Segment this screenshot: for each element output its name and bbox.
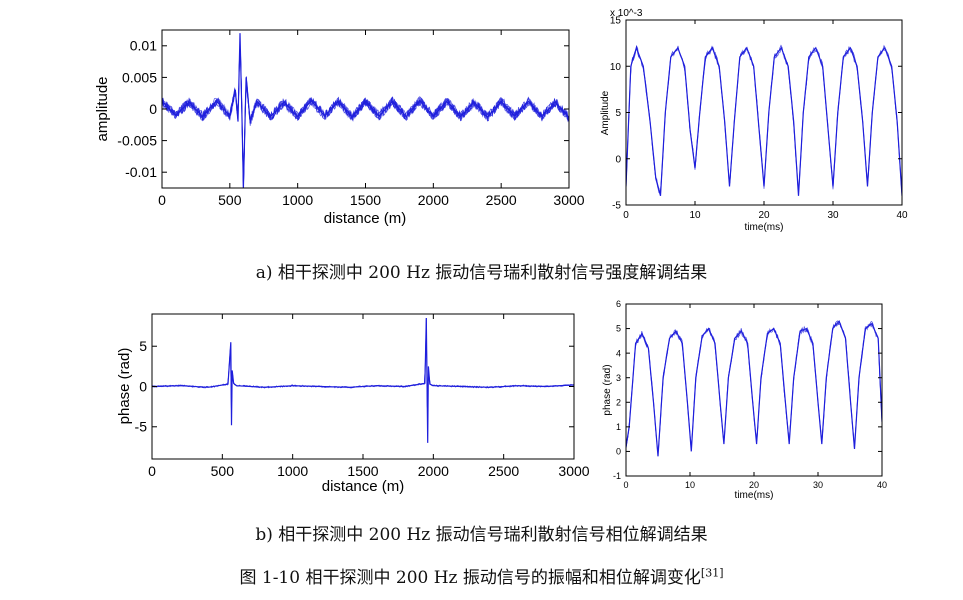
trace-overlay xyxy=(162,54,569,188)
x-tick-label: 1000 xyxy=(277,463,308,479)
y-tick-label: 0 xyxy=(149,101,157,117)
x-tick-label: 0 xyxy=(623,480,628,490)
x-axis-label: distance (m) xyxy=(324,210,407,227)
x-tick-label: 3000 xyxy=(558,463,589,479)
figure-caption: 图 1-10 相干探测中 200 Hz 振动信号的振幅和相位解调变化[31] xyxy=(0,563,963,588)
x-tick-label: 500 xyxy=(218,192,242,208)
x-tick-label: 3000 xyxy=(553,192,584,208)
plot-frame xyxy=(625,303,883,477)
y-tick-label: 0 xyxy=(139,378,147,394)
trace-overlay xyxy=(162,51,569,187)
y-axis-label: amplitude xyxy=(94,76,111,141)
x-tick-label: 20 xyxy=(749,480,759,490)
x-tick-label: 2500 xyxy=(486,192,517,208)
y-tick-label: 3 xyxy=(616,373,621,383)
y-tick-label: 0 xyxy=(615,154,621,165)
series-line-0 xyxy=(626,320,882,457)
figure-caption-text: 图 1-10 相干探测中 200 Hz 振动信号的振幅和相位解调变化 xyxy=(239,568,701,588)
x-axis-label: distance (m) xyxy=(322,478,405,495)
x-tick-label: 1500 xyxy=(350,192,381,208)
y-tick-label: -0.01 xyxy=(125,164,157,180)
trace-overlay xyxy=(152,317,574,413)
x-tick-label: 2500 xyxy=(488,463,519,479)
y-tick-label: -5 xyxy=(135,419,148,435)
y-tick-label: 4 xyxy=(616,348,621,358)
x-axis-label: time(ms) xyxy=(735,490,774,501)
y-tick-label: 0.005 xyxy=(122,69,157,85)
y-tick-label: 0.01 xyxy=(130,38,157,54)
x-axis-label: time(ms) xyxy=(745,222,784,233)
caption-a: a) 相干探测中 200 Hz 振动信号瑞利散射信号强度解调结果 xyxy=(255,263,708,283)
amplitude-distance-chart: 0 500 1000 1500 2000 2500 3000 0.01 0.005 0 -0.005… xyxy=(94,29,585,227)
x-tick-label: 500 xyxy=(211,463,235,479)
trace-overlay xyxy=(152,318,574,413)
phase-distance-chart: 0 500 1000 1500 2000 2500 3000 5 0 -5 phase (rad)… xyxy=(116,313,590,495)
y-axis-label: phase (rad) xyxy=(602,364,613,415)
x-tick-label: 30 xyxy=(813,480,823,490)
x-tick-label: 1500 xyxy=(347,463,378,479)
y-tick-label: 6 xyxy=(616,299,621,309)
y-tick-label: 2 xyxy=(616,397,621,407)
y-axis-label: phase (rad) xyxy=(116,348,133,425)
y-tick-label: 5 xyxy=(615,108,621,119)
trace-overlay xyxy=(626,321,882,452)
x-tick-label: 0 xyxy=(623,210,629,221)
x-tick-label: 2000 xyxy=(418,463,449,479)
x-tick-label: 30 xyxy=(827,210,839,221)
x-tick-label: 10 xyxy=(685,480,695,490)
x-tick-label: 2000 xyxy=(418,192,449,208)
y-tick-label: 15 xyxy=(610,16,622,27)
series-line-0 xyxy=(626,45,902,196)
trace-overlay xyxy=(162,49,569,188)
y-tick-label: 1 xyxy=(616,422,621,432)
y-tick-label: 5 xyxy=(616,324,621,334)
x-tick-label: 0 xyxy=(148,463,156,479)
trace-overlay xyxy=(162,49,569,185)
y-tick-label: -0.005 xyxy=(117,133,157,149)
trace-overlay xyxy=(162,53,569,188)
trace-overlay xyxy=(626,44,902,197)
x-tick-label: 40 xyxy=(896,210,908,221)
y-tick-label: -5 xyxy=(612,201,621,212)
y-tick-label: 5 xyxy=(139,338,147,354)
x-tick-label: 10 xyxy=(689,210,701,221)
y-tick-label: 0 xyxy=(616,447,621,457)
y-tick-label: -1 xyxy=(613,471,621,481)
y-axis-label: Amplitude xyxy=(600,90,611,135)
trace-overlay xyxy=(162,54,569,184)
x-tick-label: 0 xyxy=(158,192,166,208)
x-tick-label: 1000 xyxy=(282,192,313,208)
caption-b: b) 相干探测中 200 Hz 振动信号瑞利散射信号相位解调结果 xyxy=(255,525,708,545)
y-scale-label: x 10^-3 xyxy=(610,8,643,19)
figure-reference: [31] xyxy=(700,566,724,580)
x-tick-label: 40 xyxy=(877,480,887,490)
x-tick-label: 20 xyxy=(758,210,770,221)
trace-overlay xyxy=(626,320,882,451)
y-tick-label: 10 xyxy=(610,62,622,73)
trace-overlay xyxy=(626,44,902,195)
series-line-0 xyxy=(152,317,574,443)
